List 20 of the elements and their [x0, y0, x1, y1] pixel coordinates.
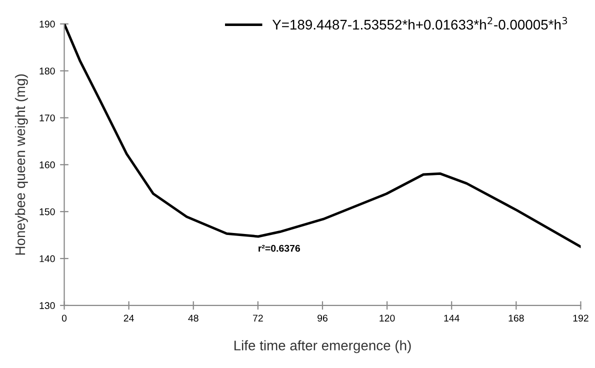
x-tick-label: 120: [380, 314, 395, 322]
x-tick-label: 144: [444, 314, 460, 322]
x-tick-label: 24: [124, 314, 134, 322]
y-tick-label: 150: [40, 208, 55, 216]
legend-label: Y=189.4487-1.53552*h+0.01633*h$^{2}$-0.00005*h$^{3}$: [272, 16, 568, 30]
annotation: r²=0.6376: [258, 244, 300, 252]
x-tick-label: 0: [62, 314, 67, 322]
y-tick-label: 130: [40, 302, 55, 310]
y-axis-title: Honeybee queen weight (mg): [14, 74, 28, 255]
y-tick-label: 180: [40, 68, 55, 74]
x-axis-title: Life time after emergence (h): [234, 340, 411, 354]
y-tick-label: 190: [40, 20, 55, 28]
x-tick-label: 72: [253, 314, 263, 322]
x-tick-label: 48: [188, 314, 198, 322]
y-tick-label: 170: [40, 114, 55, 122]
x-tick-label: 96: [318, 314, 328, 322]
y-tick-label: 160: [40, 161, 55, 168]
x-tick-label: 192: [573, 314, 588, 322]
y-tick-label: 140: [40, 255, 55, 262]
x-tick-label: 168: [508, 314, 524, 322]
